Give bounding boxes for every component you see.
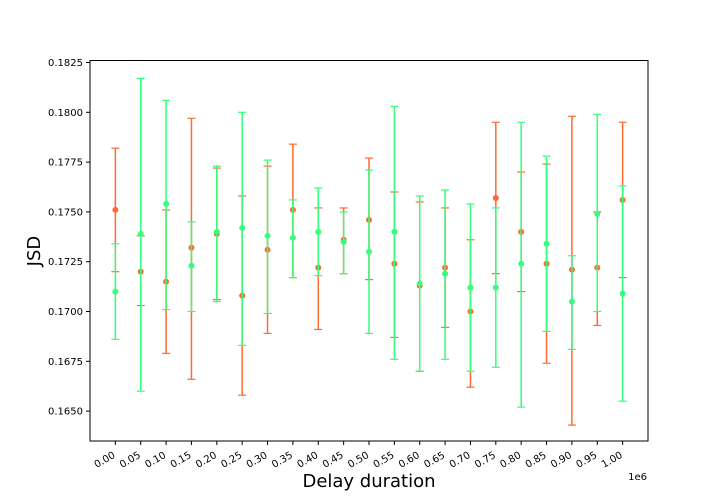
data-point xyxy=(391,228,398,235)
x-tick-label: 0.80 xyxy=(498,450,523,471)
x-tick-label: 0.05 xyxy=(118,450,143,471)
data-point xyxy=(366,248,372,255)
y-tick-label: 0.1700 xyxy=(48,307,83,318)
data-point xyxy=(442,270,449,277)
data-point xyxy=(264,232,271,239)
y-tick-label: 0.1775 xyxy=(48,158,83,169)
x-tick-label: 0.10 xyxy=(143,450,168,471)
x-offset-label: 1e6 xyxy=(628,472,647,483)
y-tick-label: 0.1650 xyxy=(48,407,83,418)
x-tick-label: 0.55 xyxy=(372,450,397,471)
series-2 xyxy=(111,77,627,408)
x-tick-label: 0.40 xyxy=(296,450,321,471)
y-axis: 0.1650 0.1675 0.1700 0.1725 0.1750 0.1775 0.18… xyxy=(48,58,90,418)
y-tick-label: 0.1800 xyxy=(48,108,83,119)
data-point xyxy=(188,262,195,269)
x-tick-label: 0.50 xyxy=(346,450,371,471)
data-point xyxy=(315,228,322,235)
y-tick-label: 0.1750 xyxy=(48,207,83,218)
x-tick-label: 0.75 xyxy=(473,450,498,471)
data-point xyxy=(492,194,499,201)
x-axis-title: Delay duration xyxy=(302,471,435,492)
data-point xyxy=(239,224,246,231)
y-tick-label: 0.1725 xyxy=(48,257,83,268)
data-point xyxy=(518,260,525,267)
series-layer xyxy=(111,77,627,426)
data-point xyxy=(137,230,144,237)
x-tick-label: 1.00 xyxy=(600,450,625,471)
x-tick-label: 0.35 xyxy=(270,450,295,471)
data-point xyxy=(416,280,423,287)
x-tick-label: 0.25 xyxy=(219,450,244,471)
data-point xyxy=(619,290,626,297)
x-tick-label: 0.15 xyxy=(169,450,194,471)
data-point xyxy=(163,200,170,207)
y-tick-label: 0.1675 xyxy=(48,357,83,368)
x-tick-label: 0.00 xyxy=(93,450,118,471)
x-tick-label: 0.90 xyxy=(549,450,574,471)
y-axis-title: JSD xyxy=(24,236,45,268)
x-axis: 0.00 0.05 0.10 0.15 0.20 0.25 0.30 0.35 0.40 0.45… xyxy=(93,441,625,471)
x-tick-label: 0.30 xyxy=(245,450,270,471)
data-point xyxy=(543,240,550,247)
data-point xyxy=(594,210,601,217)
data-point xyxy=(340,238,347,245)
x-tick-label: 0.95 xyxy=(575,450,600,471)
data-point xyxy=(289,234,296,241)
x-tick-label: 0.45 xyxy=(321,450,346,471)
x-tick-label: 0.60 xyxy=(397,450,422,471)
x-tick-label: 0.20 xyxy=(194,450,219,471)
data-point xyxy=(112,206,119,213)
x-tick-label: 0.65 xyxy=(422,450,447,471)
y-tick-label: 0.1825 xyxy=(48,58,83,69)
data-point xyxy=(568,298,575,305)
data-point xyxy=(467,284,474,291)
data-point xyxy=(213,228,220,235)
data-point xyxy=(492,284,499,291)
data-point xyxy=(112,288,119,295)
x-tick-label: 0.70 xyxy=(448,450,473,471)
x-tick-label: 0.85 xyxy=(524,450,549,471)
